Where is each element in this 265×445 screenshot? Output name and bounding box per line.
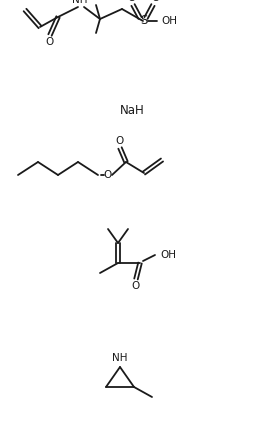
Text: O: O bbox=[151, 0, 159, 3]
Text: O: O bbox=[45, 37, 53, 47]
Text: OH: OH bbox=[161, 16, 177, 26]
Text: O: O bbox=[103, 170, 111, 180]
Text: O: O bbox=[127, 0, 135, 3]
Text: NaH: NaH bbox=[120, 104, 144, 117]
Text: NH: NH bbox=[72, 0, 88, 5]
Text: O: O bbox=[131, 281, 139, 291]
Text: NH: NH bbox=[112, 353, 128, 363]
Text: OH: OH bbox=[160, 250, 176, 260]
Text: S: S bbox=[140, 15, 148, 28]
Text: O: O bbox=[115, 136, 123, 146]
